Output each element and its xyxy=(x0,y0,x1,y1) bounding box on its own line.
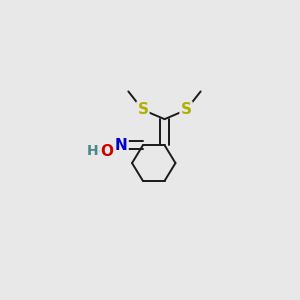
Text: O: O xyxy=(100,144,113,159)
Text: N: N xyxy=(115,138,128,153)
Text: S: S xyxy=(181,102,192,117)
Text: H: H xyxy=(86,144,98,158)
Text: S: S xyxy=(137,102,148,117)
